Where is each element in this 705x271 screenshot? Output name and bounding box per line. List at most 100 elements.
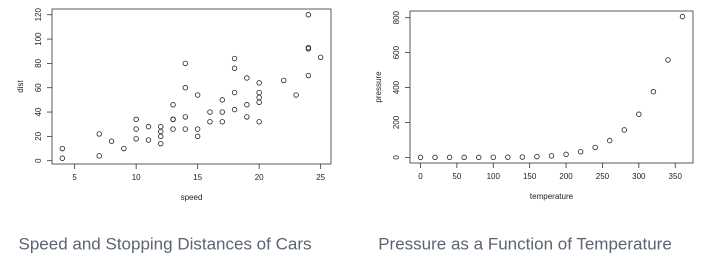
point — [534, 153, 540, 160]
point — [305, 72, 312, 79]
point — [256, 119, 262, 125]
point — [133, 116, 139, 123]
x-tick-label: 0 — [418, 172, 423, 181]
point — [182, 85, 189, 91]
x-tick-label: 50 — [452, 172, 461, 181]
point — [158, 128, 164, 135]
point — [446, 154, 453, 161]
point — [133, 126, 139, 132]
point — [621, 127, 627, 133]
point — [145, 137, 152, 143]
point — [244, 114, 250, 120]
point — [293, 92, 299, 98]
y-tick-label: 40 — [34, 107, 43, 116]
point — [607, 137, 613, 144]
point — [59, 145, 66, 152]
point — [231, 106, 238, 113]
point — [665, 57, 671, 63]
y-tick-label: 0 — [34, 158, 43, 163]
point — [505, 154, 511, 160]
point — [231, 89, 238, 96]
x-axis-label: temperature — [530, 192, 574, 201]
x-tick-label: 20 — [255, 173, 264, 182]
point — [194, 133, 201, 140]
x-tick-label: 150 — [523, 172, 537, 181]
point — [108, 138, 115, 144]
x-tick-label: 350 — [669, 172, 683, 181]
x-tick-label: 15 — [193, 173, 202, 182]
x-tick-label: 250 — [596, 172, 610, 181]
point — [158, 123, 164, 130]
point — [244, 102, 250, 108]
point — [182, 114, 189, 120]
point — [96, 131, 102, 137]
y-tick-label: 200 — [392, 115, 401, 129]
point — [207, 119, 213, 125]
point — [121, 145, 127, 152]
x-tick-label: 300 — [632, 172, 646, 181]
point — [490, 154, 496, 161]
point — [679, 13, 686, 20]
point — [461, 154, 467, 161]
x-tick-label: 10 — [132, 173, 141, 182]
point — [219, 109, 225, 115]
point — [563, 151, 569, 158]
point — [96, 153, 102, 159]
point — [145, 123, 152, 130]
point — [194, 126, 201, 132]
point — [281, 77, 287, 84]
point — [59, 155, 66, 161]
caption: Speed and Stopping Distances of Cars — [19, 234, 312, 253]
plot-frame — [409, 10, 694, 164]
point — [170, 126, 176, 132]
y-tick-label: 120 — [34, 8, 43, 22]
point — [158, 140, 164, 147]
point — [158, 133, 164, 140]
x-tick-label: 100 — [487, 172, 501, 181]
y-tick-label: 60 — [34, 83, 43, 92]
point — [317, 54, 324, 61]
x-tick-label: 200 — [559, 172, 573, 181]
point — [256, 89, 262, 96]
point — [231, 65, 238, 71]
point — [256, 99, 262, 106]
y-tick-label: 100 — [34, 32, 43, 46]
point — [476, 154, 482, 161]
point — [182, 60, 189, 67]
caption: Pressure as a Function of Temperature — [378, 234, 672, 253]
y-tick-label: 20 — [34, 131, 43, 140]
point — [244, 75, 250, 81]
point — [256, 80, 262, 86]
point — [305, 44, 312, 51]
point — [592, 144, 598, 151]
point — [636, 111, 642, 117]
y-tick-label: 600 — [392, 45, 401, 59]
point — [194, 92, 201, 98]
point — [577, 149, 584, 155]
point — [219, 119, 225, 125]
y-axis-label: dist — [16, 80, 25, 93]
point — [133, 136, 139, 142]
x-axis-label: speed — [181, 193, 203, 202]
point — [170, 102, 176, 108]
point — [256, 94, 262, 101]
point — [548, 153, 555, 159]
y-axis-label: pressure — [374, 71, 383, 103]
point — [219, 97, 225, 103]
y-tick-label: 400 — [392, 80, 401, 94]
point — [170, 116, 176, 123]
x-tick-label: 25 — [316, 173, 325, 182]
point — [432, 154, 438, 161]
point — [207, 109, 213, 115]
point — [519, 154, 526, 160]
point — [305, 12, 312, 18]
y-tick-label: 0 — [392, 155, 401, 160]
point — [231, 55, 238, 62]
point — [417, 154, 424, 161]
y-tick-label: 80 — [34, 58, 43, 67]
y-tick-label: 800 — [392, 10, 401, 24]
point — [650, 89, 657, 95]
x-tick-label: 5 — [72, 173, 77, 182]
point — [182, 126, 189, 132]
